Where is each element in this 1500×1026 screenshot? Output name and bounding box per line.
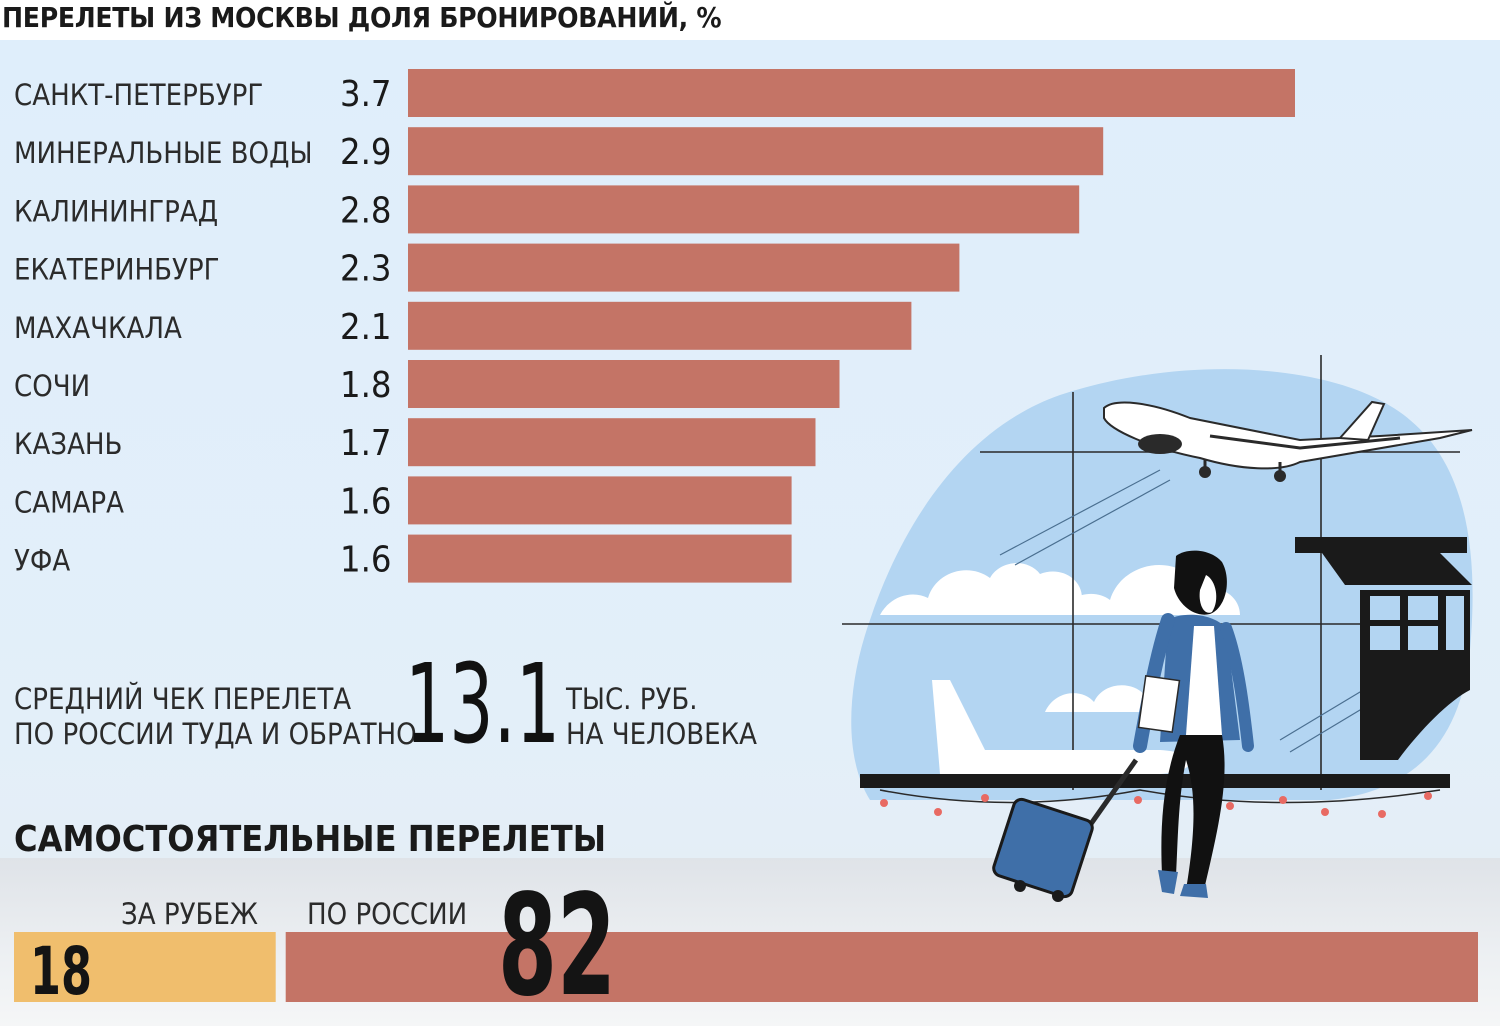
section-title: САМОСТОЯТЕЛЬНЫЕ ПЕРЕЛЕТЫ bbox=[14, 819, 606, 860]
chart-title: ПЕРЕЛЕТЫ ИЗ МОСКВЫ ДОЛЯ БРОНИРОВАНИЙ, % bbox=[0, 0, 1500, 38]
bar-value-label: 1.6 bbox=[340, 481, 392, 522]
bar-category-label: САМАРА bbox=[14, 485, 124, 519]
average-unit-line1: ТЫС. РУБ. bbox=[565, 682, 698, 716]
average-check: СРЕДНИЙ ЧЕК ПЕРЕЛЕТА ПО РОССИИ ТУДА И ОБ… bbox=[14, 640, 757, 768]
average-unit-line2: НА ЧЕЛОВЕКА bbox=[566, 717, 757, 751]
bar bbox=[408, 360, 840, 408]
share-value-abroad: 18 bbox=[30, 933, 92, 1010]
bar-category-label: МАХАЧКАЛА bbox=[14, 311, 182, 345]
bar bbox=[408, 476, 792, 525]
bar bbox=[408, 127, 1104, 176]
share-category-abroad: ЗА РУБЕЖ bbox=[121, 897, 258, 931]
garland-lights bbox=[879, 789, 1441, 818]
parked-plane-icon bbox=[932, 680, 1190, 774]
bar-value-label: 2.9 bbox=[340, 132, 392, 173]
bar bbox=[408, 243, 960, 292]
traveler-woman-icon bbox=[1133, 550, 1254, 898]
bar bbox=[408, 301, 912, 350]
control-tower-icon bbox=[1295, 537, 1472, 760]
bar-category-label: ЕКАТЕРИНБУРГ bbox=[14, 253, 220, 287]
share-bar-russia bbox=[285, 932, 1479, 1002]
bar-category-label: КАЗАНЬ bbox=[14, 427, 122, 461]
bar-value-label: 2.3 bbox=[340, 249, 392, 290]
bar-value-label: 2.1 bbox=[340, 307, 392, 348]
travel-illustration bbox=[842, 355, 1473, 902]
bar-category-label: СОЧИ bbox=[14, 369, 90, 403]
bar-value-label: 2.8 bbox=[340, 190, 392, 231]
average-label-line2: ПО РОССИИ ТУДА И ОБРАТНО bbox=[14, 717, 417, 751]
share-category-russia: ПО РОССИИ bbox=[307, 897, 467, 931]
bar-value-label: 1.7 bbox=[340, 423, 392, 464]
bar-value-label: 1.8 bbox=[340, 365, 392, 406]
bar-value-label: 1.6 bbox=[340, 540, 392, 581]
airplane-icon bbox=[1103, 400, 1473, 482]
bar bbox=[408, 534, 792, 583]
bar bbox=[408, 69, 1295, 117]
window-ledge bbox=[860, 774, 1450, 788]
share-bar-abroad bbox=[14, 932, 276, 1002]
average-value: 13.1 bbox=[405, 640, 560, 768]
suitcase-icon bbox=[992, 758, 1139, 902]
bar bbox=[408, 185, 1080, 234]
bar-category-label: МИНЕРАЛЬНЫЕ ВОДЫ bbox=[14, 136, 313, 170]
bar bbox=[408, 418, 816, 467]
bar-category-label: САНКТ-ПЕТЕРБУРГ bbox=[14, 78, 263, 112]
bar-value-label: 3.7 bbox=[340, 74, 392, 115]
share-value-russia: 82 bbox=[498, 865, 616, 1026]
bar-category-label: УФА bbox=[14, 544, 70, 578]
bars-chart: САНКТ-ПЕТЕРБУРГ 3.7 МИНЕРАЛЬНЫЕ ВОДЫ 2.9 КАЛ… bbox=[14, 69, 1295, 583]
average-label-line1: СРЕДНИЙ ЧЕК ПЕРЕЛЕТА bbox=[14, 682, 351, 716]
bar-category-label: КАЛИНИНГРАД bbox=[14, 194, 218, 228]
share-chart: ЗА РУБЕЖ ПО РОССИИ 18 82 bbox=[14, 865, 1479, 1026]
